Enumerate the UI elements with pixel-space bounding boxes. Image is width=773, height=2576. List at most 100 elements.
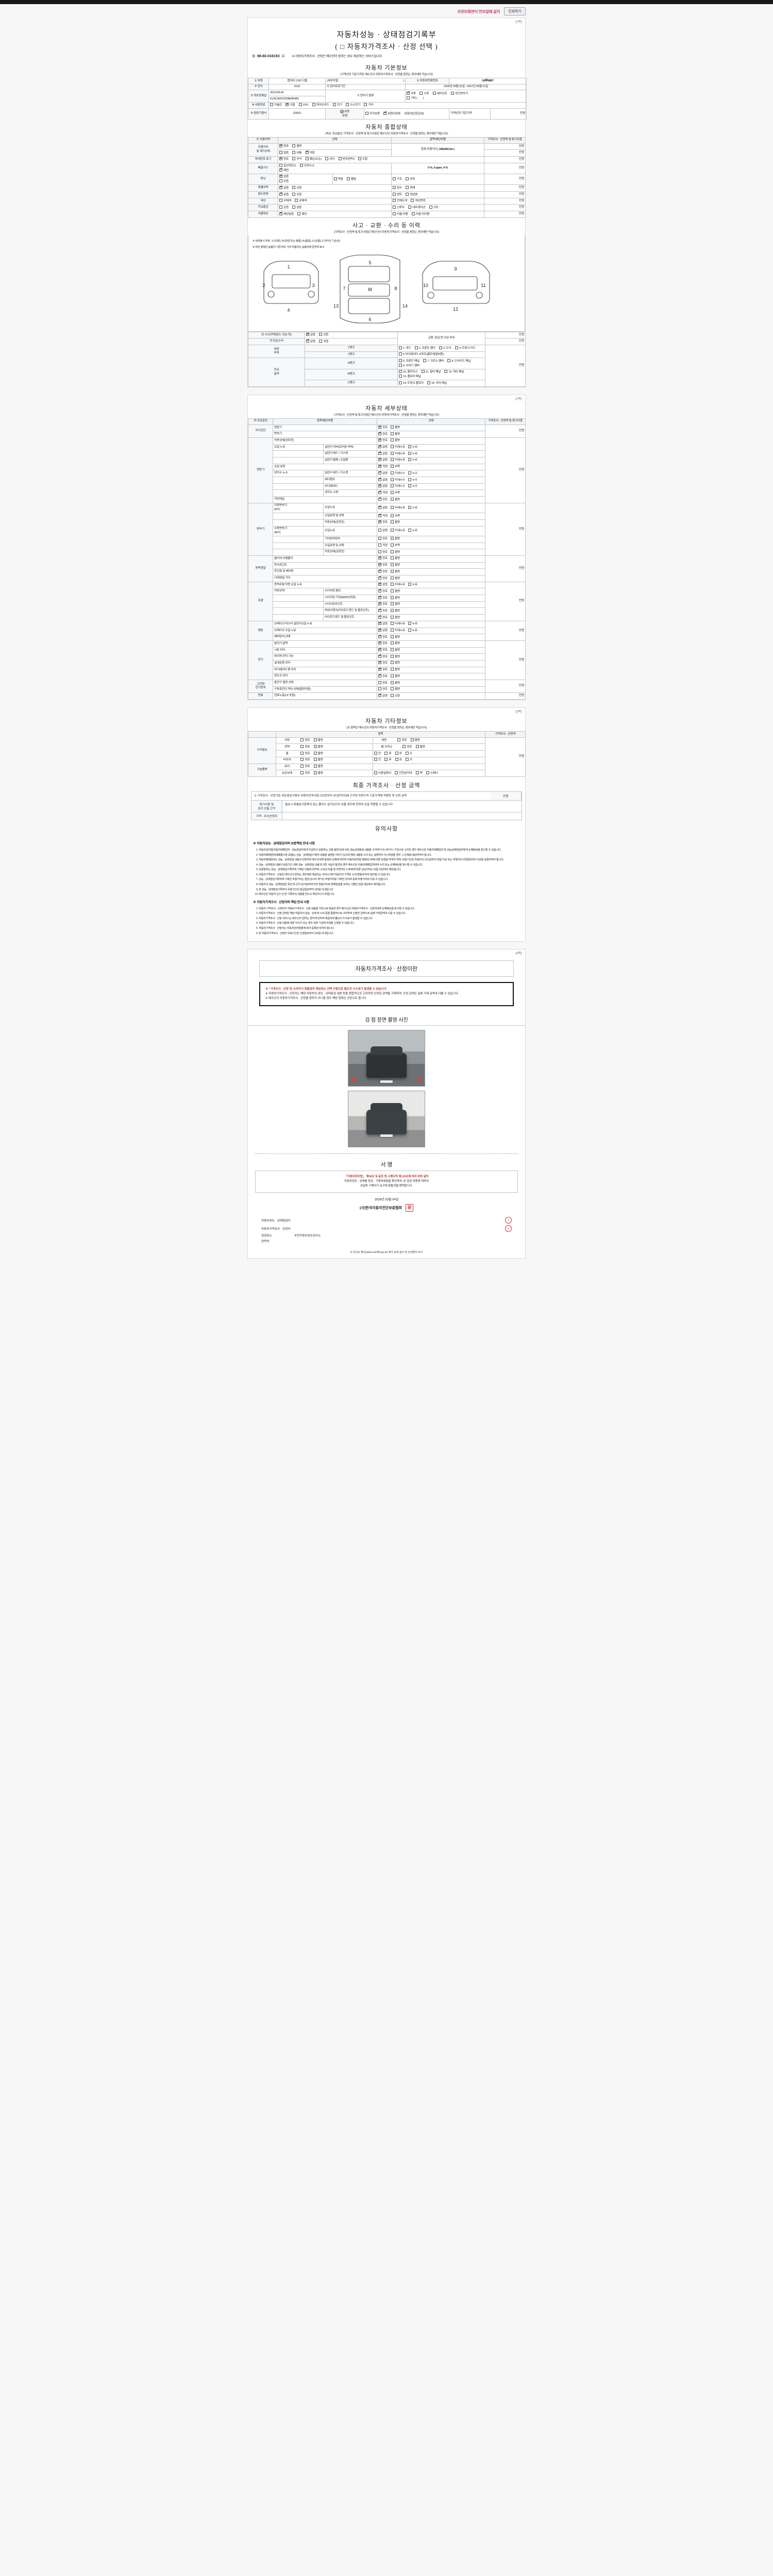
transmission-option-cvt[interactable]: 무단변속기 [450,91,468,96]
detail-option[interactable]: 양호 [378,667,388,672]
detail-option[interactable]: 미세누유 [390,505,405,511]
detail-option[interactable]: 불량 [390,589,400,594]
detail-option[interactable]: 미세누유 [390,622,405,626]
detail-option[interactable]: 불량 [390,648,400,653]
fuel-option-hydrogen[interactable]: 수소전기 [346,103,360,108]
detail-option[interactable]: 불량 [390,661,400,666]
special-none[interactable]: 없음 [279,185,289,191]
color-achromatic[interactable]: 무채색 [279,199,291,204]
detail-option[interactable]: 누수 [408,471,417,476]
accident-yes[interactable]: 있음 [319,333,329,337]
detail-option[interactable]: 불량 [390,668,400,672]
detail-option[interactable]: 양호 [378,431,388,437]
detail-option[interactable]: 양호 [378,634,388,640]
color-changed[interactable]: 색상변경 [411,199,425,204]
detail-option[interactable]: 미세누유 [390,445,405,450]
detail-option[interactable]: 없음 [378,628,388,633]
fuel-option-etc[interactable]: 기타 [364,103,374,108]
detail-option[interactable]: 없음 [378,693,388,699]
detail-option[interactable]: 불량 [390,537,400,541]
detail-option[interactable]: 없음 [378,470,388,476]
detail-option[interactable]: 없음 [378,621,388,626]
detail-option[interactable]: 양호 [378,497,388,502]
detail-option[interactable]: 양호 [378,550,388,555]
accident-none[interactable]: 없음 [306,332,315,337]
detail-option[interactable]: 불량 [390,432,400,437]
recall-done[interactable]: 리콜 이행 [393,212,408,217]
detail-option[interactable]: 양호 [378,569,388,574]
vin-damage[interactable]: 훼손(오손) [305,157,322,162]
detail-option[interactable]: 양호 [378,654,388,659]
inspection-photo-lift[interactable] [348,1090,425,1147]
detail-option[interactable]: 없음 [378,484,388,489]
detail-option[interactable]: 누유 [408,629,417,633]
detail-option[interactable]: 양호 [378,595,388,601]
detail-option[interactable]: 양호 [378,575,388,581]
detail-option[interactable]: 양호 [378,602,388,607]
detail-option[interactable]: 없음 [378,457,388,463]
detail-option[interactable]: 불량 [390,550,400,555]
detail-option[interactable]: 미세누수 [390,478,405,483]
detail-option[interactable]: 양호 [378,687,388,692]
detail-option[interactable]: 양호 [378,608,388,614]
detail-option[interactable]: 양호 [378,648,388,653]
detail-option[interactable]: 있음 [390,693,400,699]
detail-option[interactable]: 불량 [390,569,400,574]
detail-option[interactable]: 불량 [390,497,400,502]
detail-option[interactable]: 부족 [390,465,400,469]
emission-smoke[interactable]: 매연 [279,167,289,173]
mileage-good[interactable]: 양호 [279,144,289,149]
detail-option[interactable]: 불량 [390,596,400,601]
fuel-option-lpg[interactable]: LPG [298,103,308,108]
special-flood[interactable]: 침수 [393,185,402,191]
fuel-option-hybrid[interactable]: 하이브리드 [312,103,329,108]
options-none[interactable]: 없음 [292,205,302,210]
detail-option[interactable]: 미세누유 [390,583,405,587]
tuning-yes[interactable]: 있음 [279,179,289,184]
detail-option[interactable]: 양호 [378,563,388,568]
detail-option[interactable]: 없음 [378,445,388,450]
transmission-option-etc[interactable]: 기타 ( ) [407,96,424,101]
detail-option[interactable]: 불량 [390,687,400,692]
detail-option[interactable]: 누유 [408,622,417,626]
tuning-illegal[interactable]: 불법 [346,177,356,182]
detail-option[interactable]: 양호 [378,681,388,686]
mileage-few[interactable]: 적음 [305,150,315,156]
vin-corrosion[interactable]: 부식 [292,157,302,162]
detail-option[interactable]: 불량 [390,674,400,679]
detail-option[interactable]: 누유 [408,505,417,511]
detail-option[interactable]: 부족 [390,514,400,519]
detail-option[interactable]: 누유 [408,458,417,463]
fuel-option-electric[interactable]: 전기 [332,103,342,108]
special-yes[interactable]: 있음 [292,185,302,191]
detail-option[interactable]: 불량 [390,576,400,581]
detail-option[interactable]: 없음 [378,529,388,533]
transmission-option-manual[interactable]: 수동 [419,91,429,96]
detail-option[interactable]: 적정 [378,490,388,496]
detail-option[interactable]: 적정 [378,464,388,469]
detail-option[interactable]: 불량 [390,635,400,640]
option-navigation[interactable]: 내비게이션 [408,205,425,210]
emission-hc[interactable]: 탄화수소 [300,164,314,168]
detail-option[interactable]: 양호 [378,673,388,679]
recall-na[interactable]: 해당없음 [279,211,294,217]
mileage-many[interactable]: 많음 [279,150,289,156]
mileage-bad[interactable]: 불량 [292,144,302,149]
detail-option[interactable]: 적정 [378,513,388,519]
transmission-option-semiauto[interactable]: 세미오토 [432,91,447,96]
vin-erased[interactable]: 도말 [358,157,367,162]
detail-option[interactable]: 양호 [378,425,388,430]
detail-option[interactable]: 적정 [378,544,388,548]
warranty-option-self[interactable]: 자가보증 [365,111,380,116]
detail-option[interactable]: 누유 [408,451,417,456]
detail-option[interactable]: 양호 [378,438,388,443]
detail-option[interactable]: 불량 [390,556,400,561]
detail-option[interactable]: 없음 [378,582,388,587]
detail-option[interactable]: 미세누수 [390,484,405,489]
tuning-legal[interactable]: 적법 [333,177,343,182]
usechange-rent[interactable]: 렌트 [393,192,402,197]
option-sunroof[interactable]: 선루프 [393,205,405,210]
detail-option[interactable]: 누수 [408,484,417,489]
options-yes[interactable]: 있음 [279,205,289,210]
